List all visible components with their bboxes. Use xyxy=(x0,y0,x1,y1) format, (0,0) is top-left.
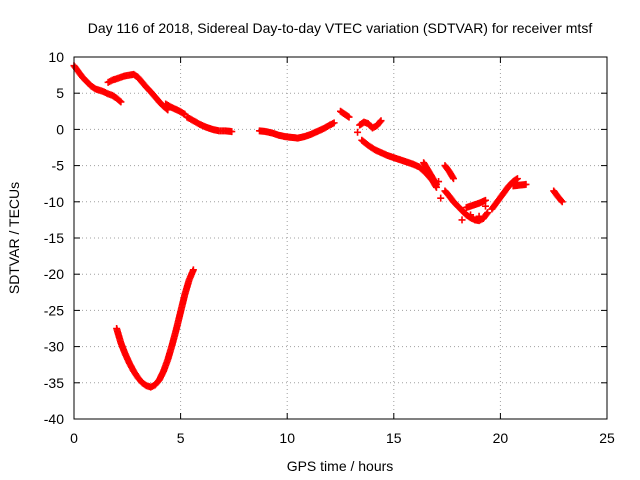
y-tick-label: 5 xyxy=(56,85,64,101)
series-track-i xyxy=(441,162,457,183)
x-tick-label: 0 xyxy=(70,430,78,446)
data-point-marker xyxy=(189,266,197,274)
x-tick-label: 10 xyxy=(279,430,295,446)
tick-layer: 0 5 10 15 20 25 10 5 0 -5 -10 -15 -20 -25 -30 -35 -40 xyxy=(44,49,615,446)
data-point-marker xyxy=(117,98,125,106)
series-track-e xyxy=(356,117,385,132)
y-tick-label: 10 xyxy=(48,49,64,65)
y-tick-label: -15 xyxy=(44,230,64,246)
series-track-d xyxy=(337,107,353,121)
data-point-marker xyxy=(330,119,338,127)
y-tick-label: 0 xyxy=(56,121,64,137)
grid-layer xyxy=(74,57,607,419)
series-track-c xyxy=(255,119,338,142)
x-tick-label: 15 xyxy=(386,430,402,446)
series-track-k xyxy=(488,175,521,213)
series-track-a xyxy=(162,100,189,118)
data-point-marker xyxy=(483,210,491,218)
data-point-marker xyxy=(557,197,565,205)
data-point-marker xyxy=(513,175,521,183)
data-point-marker xyxy=(449,175,457,183)
y-tick-label: -20 xyxy=(44,266,64,282)
y-tick-label: -40 xyxy=(44,411,64,427)
x-axis-label: GPS time / hours xyxy=(287,458,394,474)
series-track-j xyxy=(462,196,489,212)
x-tick-label: 5 xyxy=(177,430,185,446)
data-point-marker xyxy=(481,202,489,210)
data-point-marker xyxy=(435,178,443,186)
data-point-marker xyxy=(377,117,385,125)
x-tick-label: 25 xyxy=(599,430,615,446)
data-point-marker xyxy=(558,198,566,206)
y-tick-label: -30 xyxy=(44,339,64,355)
data-point-marker xyxy=(484,209,492,217)
data-point-marker xyxy=(376,118,384,126)
plot-frame xyxy=(73,56,608,420)
series-track-hump xyxy=(104,70,172,114)
y-tick-label: -10 xyxy=(44,194,64,210)
series-track-dip xyxy=(113,266,197,391)
data-point-marker xyxy=(437,194,445,202)
data-point-marker xyxy=(345,113,353,121)
data-point-marker xyxy=(458,216,466,224)
series-track-b xyxy=(183,113,236,136)
data-point-marker xyxy=(522,180,530,188)
series-track-early xyxy=(70,62,125,106)
data-point-marker xyxy=(228,128,236,136)
y-tick-label: -35 xyxy=(44,375,64,391)
data-point-marker xyxy=(116,97,124,105)
series-track-m xyxy=(550,187,566,206)
series-track-f xyxy=(358,136,440,191)
x-tick-label: 20 xyxy=(493,430,509,446)
y-tick-label: -25 xyxy=(44,302,64,318)
series-outliers xyxy=(354,128,489,224)
data-point-marker xyxy=(467,211,475,219)
marker-layer xyxy=(70,62,566,391)
series-track-g xyxy=(420,159,440,188)
y-tick-label: -5 xyxy=(52,158,65,174)
chart-title: Day 116 of 2018, Sidereal Day-to-day VTE… xyxy=(88,20,593,36)
data-point-marker xyxy=(475,212,483,220)
data-point-marker xyxy=(354,128,362,136)
y-axis-label: SDTVAR / TECUs xyxy=(6,182,22,294)
series-track-l xyxy=(509,180,530,190)
